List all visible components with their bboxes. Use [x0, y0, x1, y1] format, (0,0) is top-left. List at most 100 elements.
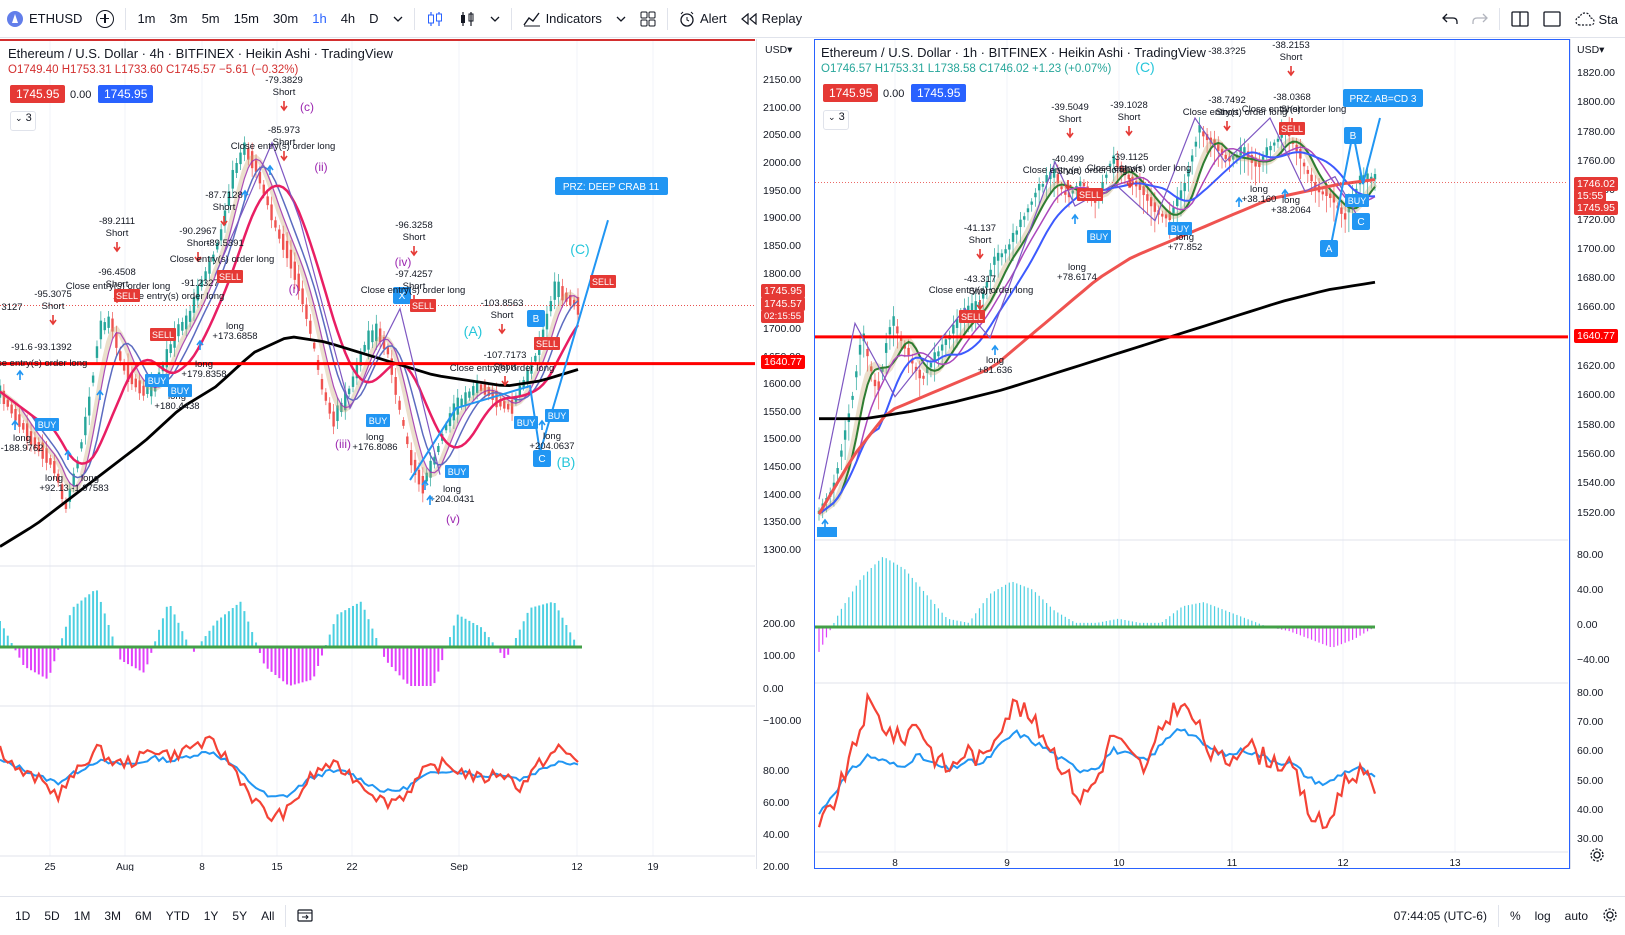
replay-button[interactable]: Replay — [734, 0, 809, 38]
chart-settings-button[interactable] — [1589, 847, 1605, 866]
candle-body — [892, 316, 895, 326]
right-chart-pane[interactable]: 8 9 10 11 12 13 PRZ: AB=CD 3 (C) A B C -38.2153 Shor… — [814, 39, 1570, 869]
candle-body — [974, 301, 977, 311]
left-legend-collapse-button[interactable]: ⌄ 3 — [10, 111, 36, 131]
prz-label: PRZ: DEEP CRAB 11 — [563, 182, 660, 193]
symbol-search[interactable]: ETHUSD — [0, 0, 89, 38]
range-1m[interactable]: 1M — [73, 909, 91, 923]
range-ytd[interactable]: YTD — [165, 909, 190, 923]
layout-split-button[interactable] — [1504, 0, 1536, 38]
interval-5m[interactable]: 5m — [201, 11, 220, 26]
sell-signal-badge — [1077, 188, 1103, 201]
interval-1m[interactable]: 1m — [137, 11, 156, 26]
range-all[interactable]: All — [261, 909, 275, 923]
auto-scale-toggle[interactable]: auto — [1564, 909, 1588, 923]
axis-tick-label: 1720.00 — [1577, 213, 1615, 226]
percent-scale-toggle[interactable]: % — [1509, 909, 1521, 923]
pattern-point-marker — [1320, 240, 1338, 257]
goto-date-button[interactable] — [290, 908, 320, 925]
range-6m[interactable]: 6M — [135, 909, 152, 923]
log-scale-toggle[interactable]: log — [1534, 909, 1551, 923]
candle-body — [460, 398, 463, 407]
left-axis-currency[interactable]: USD▾ — [765, 44, 793, 56]
indicators-dropdown[interactable] — [609, 0, 633, 38]
interval-4h[interactable]: 4h — [340, 11, 356, 26]
right-buy-price-button[interactable]: 1745.95 — [911, 84, 967, 102]
time-axis-label: 8 — [199, 862, 205, 871]
candle-body — [324, 392, 328, 401]
candle-body — [429, 460, 432, 478]
time-axis-label: 12 — [571, 862, 583, 871]
toolbar-divider — [285, 905, 287, 927]
interval-3m[interactable]: 3m — [169, 11, 188, 26]
chart-type-button[interactable] — [451, 0, 483, 38]
interval-d[interactable]: D — [369, 11, 379, 26]
clock-timezone[interactable]: 07:44:05 (UTC-6) — [1393, 909, 1487, 923]
redo-button[interactable] — [1465, 0, 1495, 38]
right-legend-collapse-button[interactable]: ⌄ 3 — [823, 110, 849, 130]
left-chart-canvas[interactable]: 25 Aug 8 15 22 Sep 12 19 PRZ: DEEP CRAB 11 (c) (ii… — [0, 41, 755, 873]
candle-body — [1116, 159, 1119, 168]
left-chart-pane[interactable]: 25 Aug 8 15 22 Sep 12 19 PRZ: DEEP CRAB 11 (c) (ii… — [0, 39, 755, 873]
candle-body — [1254, 157, 1257, 167]
compare-button[interactable] — [89, 0, 121, 38]
range-5d[interactable]: 5D — [44, 909, 60, 923]
candle-body — [918, 369, 921, 379]
wave-label-iii: (iii) — [335, 437, 351, 451]
range-3m[interactable]: 3M — [104, 909, 122, 923]
time-axis-label: 13 — [1449, 858, 1461, 867]
left-chart-title: Ethereum / U.S. Dollar · 4h · BITFINEX ·… — [8, 46, 393, 61]
indicators-button[interactable]: Indicators — [516, 0, 609, 38]
short-arrow-icon — [498, 324, 506, 335]
range-1d[interactable]: 1D — [15, 909, 31, 923]
long-word-label: long — [543, 431, 561, 442]
candle-body — [985, 281, 989, 288]
axis-tick-label: 1550.00 — [763, 405, 801, 418]
candle-body — [858, 344, 862, 355]
candle-body — [88, 396, 91, 416]
buy-signal-label: BUY — [1348, 196, 1367, 206]
short-arrow-icon — [220, 216, 228, 227]
candle-body — [258, 171, 262, 184]
undo-button[interactable] — [1435, 0, 1465, 38]
right-axis-currency[interactable]: USD▾ — [1577, 44, 1605, 56]
candle-body — [1052, 168, 1056, 178]
alert-button[interactable]: Alert — [672, 0, 734, 38]
bar-style-button[interactable] — [419, 0, 451, 38]
layouts-button[interactable] — [633, 0, 663, 38]
short-word-label: Short — [969, 286, 992, 297]
axis-tick-label: 1800.00 — [763, 267, 801, 280]
cloud-save-button[interactable]: Sta — [1568, 0, 1625, 38]
left-buy-price-button[interactable]: 1745.95 — [98, 85, 154, 103]
toolbar-divider — [510, 7, 512, 30]
indicators-icon — [522, 12, 540, 26]
layout-single-button[interactable] — [1536, 0, 1568, 38]
candle-body — [181, 321, 184, 331]
axis-tick-label: 0.00 — [1577, 619, 1598, 631]
range-1y[interactable]: 1Y — [203, 909, 219, 923]
interval-dropdown[interactable] — [386, 0, 410, 38]
left-sell-price-button[interactable]: 1745.95 — [10, 85, 66, 103]
candle-body — [561, 286, 564, 301]
chart-type-dropdown[interactable] — [483, 0, 507, 38]
cloud-icon — [1575, 12, 1596, 26]
range-5y[interactable]: 5Y — [232, 909, 248, 923]
close-entry-label: Close entry(s) order long — [66, 281, 171, 292]
interval-15m[interactable]: 15m — [233, 11, 259, 26]
pattern-point-marker — [527, 310, 545, 327]
sell-signal-badge — [217, 270, 243, 283]
left-price-axis[interactable]: USD▾ 2150.00 2100.00 2050.00 2000.00 1950.00… — [756, 39, 812, 873]
wave-label-iv: (iv) — [395, 255, 412, 269]
candle-body — [107, 316, 110, 328]
candle-body — [1187, 169, 1190, 177]
interval-1h[interactable]: 1h — [312, 11, 327, 26]
right-price-axis[interactable]: USD▾ 1820.001800.001780.001760.001740.00… — [1570, 39, 1625, 869]
sell-signal-badge — [1279, 122, 1305, 135]
interval-30m[interactable]: 30m — [272, 11, 299, 26]
bottom-settings-button[interactable] — [1595, 907, 1625, 926]
candle-body — [91, 375, 95, 383]
short-pnl-label: -39.1028 — [1110, 100, 1148, 111]
right-sell-price-button[interactable]: 1745.95 — [823, 84, 879, 102]
buy-signal-badge — [145, 374, 169, 387]
